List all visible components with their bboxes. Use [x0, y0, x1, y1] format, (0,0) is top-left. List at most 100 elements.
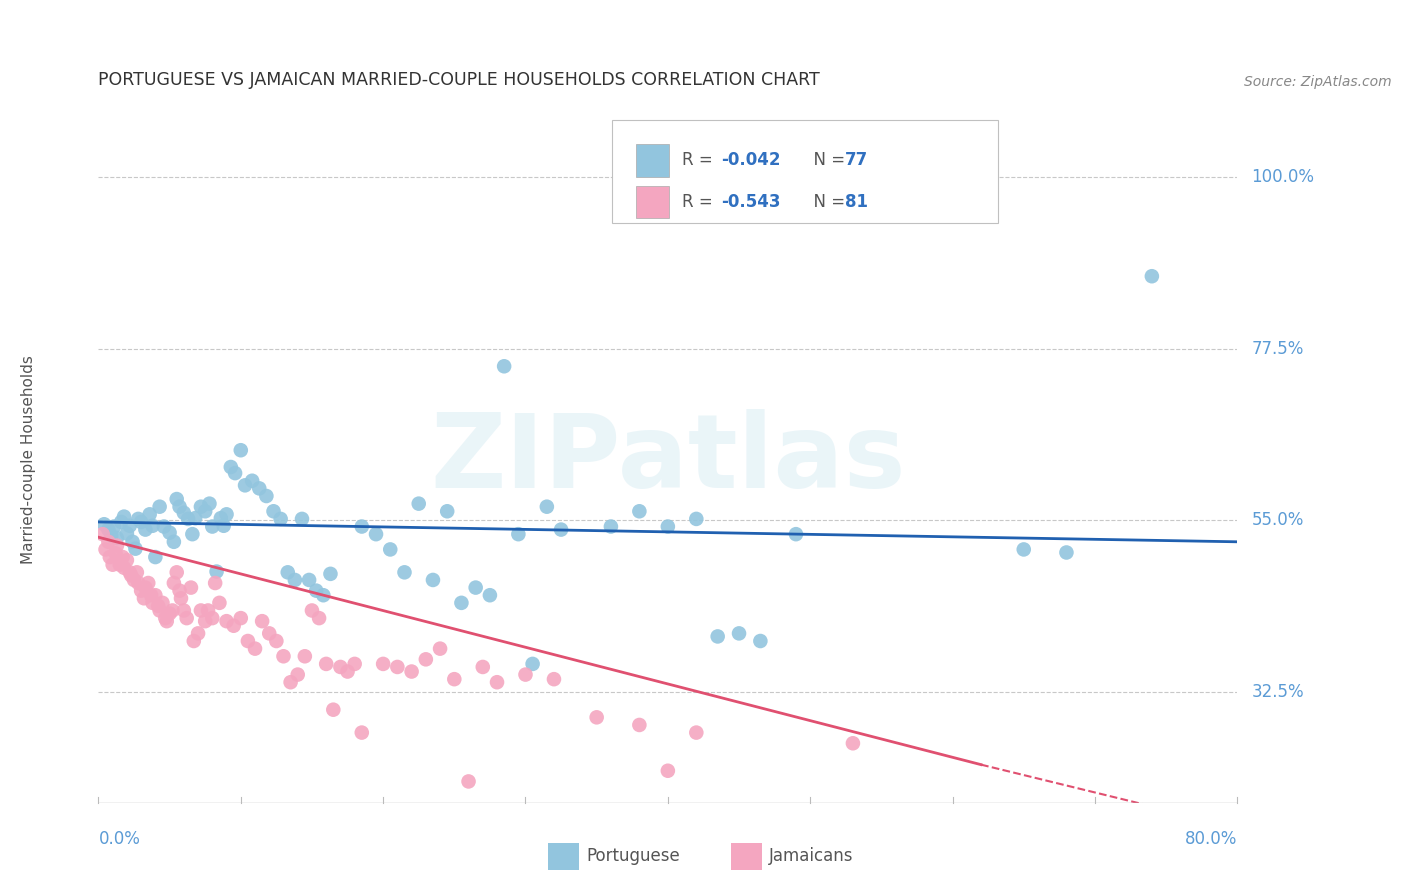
Point [336, 665, 359, 679]
Point [408, 497, 430, 511]
Point [301, 603, 323, 617]
Text: 77.5%: 77.5% [1251, 340, 1303, 358]
Point [233, 478, 256, 492]
Point [204, 576, 226, 591]
Point [104, 546, 127, 560]
Text: 81: 81 [845, 193, 868, 211]
Point [284, 573, 307, 587]
Point [208, 596, 231, 610]
Point [138, 508, 160, 522]
Point [236, 634, 259, 648]
Point [134, 523, 156, 537]
Text: Source: ZipAtlas.com: Source: ZipAtlas.com [1244, 75, 1392, 89]
Point [176, 611, 198, 625]
Point [685, 512, 707, 526]
Point [450, 596, 472, 610]
Text: Jamaicans: Jamaicans [769, 847, 853, 865]
Point [224, 466, 246, 480]
Point [181, 527, 204, 541]
Point [364, 527, 387, 541]
Text: R =: R = [682, 193, 718, 211]
Point [1140, 269, 1163, 284]
Point [163, 534, 186, 549]
Point [173, 506, 195, 520]
Point [315, 657, 337, 671]
Point [136, 576, 159, 591]
Point [125, 566, 148, 580]
Point [291, 512, 314, 526]
Point [187, 626, 209, 640]
Point [190, 500, 212, 514]
Point [145, 588, 167, 602]
Point [229, 443, 252, 458]
Point [201, 519, 224, 533]
Point [219, 460, 242, 475]
Point [105, 531, 128, 545]
Point [108, 558, 131, 572]
Point [145, 550, 167, 565]
Point [127, 576, 149, 591]
Point [122, 573, 145, 587]
Point [129, 515, 152, 529]
Point [657, 764, 679, 778]
Point [343, 657, 366, 671]
Point [112, 560, 135, 574]
Point [319, 566, 342, 581]
Point [628, 718, 651, 732]
Point [115, 526, 138, 541]
Text: Married-couple Households: Married-couple Households [21, 355, 35, 564]
Point [198, 497, 221, 511]
Point [287, 667, 309, 681]
Point [152, 596, 174, 610]
Point [127, 512, 149, 526]
Point [350, 519, 373, 533]
Point [111, 550, 134, 565]
Point [159, 607, 181, 621]
Text: 32.5%: 32.5% [1251, 683, 1303, 701]
Point [305, 583, 328, 598]
Point [169, 500, 191, 514]
Point [543, 672, 565, 686]
Point [173, 603, 195, 617]
Point [112, 509, 135, 524]
Point [94, 542, 117, 557]
Point [464, 581, 486, 595]
Point [273, 649, 295, 664]
Point [201, 611, 224, 625]
Point [101, 558, 124, 572]
Point [350, 725, 373, 739]
Point [270, 512, 292, 526]
Point [155, 611, 177, 625]
Point [308, 611, 330, 625]
Point [139, 588, 162, 602]
Point [149, 500, 172, 514]
Text: -0.543: -0.543 [721, 193, 780, 211]
Point [749, 634, 772, 648]
Point [254, 489, 277, 503]
Point [243, 641, 266, 656]
Point [156, 614, 179, 628]
Point [685, 725, 707, 739]
Point [240, 474, 263, 488]
Point [478, 588, 501, 602]
Point [436, 504, 458, 518]
Point [105, 539, 128, 553]
Point [486, 675, 509, 690]
Point [103, 519, 125, 533]
Point [129, 583, 152, 598]
Text: 77: 77 [845, 152, 869, 169]
Point [184, 511, 207, 525]
Point [120, 568, 142, 582]
Text: PORTUGUESE VS JAMAICAN MARRIED-COUPLE HOUSEHOLDS CORRELATION CHART: PORTUGUESE VS JAMAICAN MARRIED-COUPLE HO… [98, 71, 820, 89]
Point [177, 512, 200, 526]
Point [194, 504, 217, 518]
Point [212, 518, 235, 533]
Point [180, 581, 202, 595]
Point [93, 517, 115, 532]
Point [118, 518, 141, 533]
Point [166, 491, 188, 506]
Point [322, 703, 344, 717]
Point [134, 581, 156, 595]
Point [471, 660, 494, 674]
Point [842, 736, 865, 750]
